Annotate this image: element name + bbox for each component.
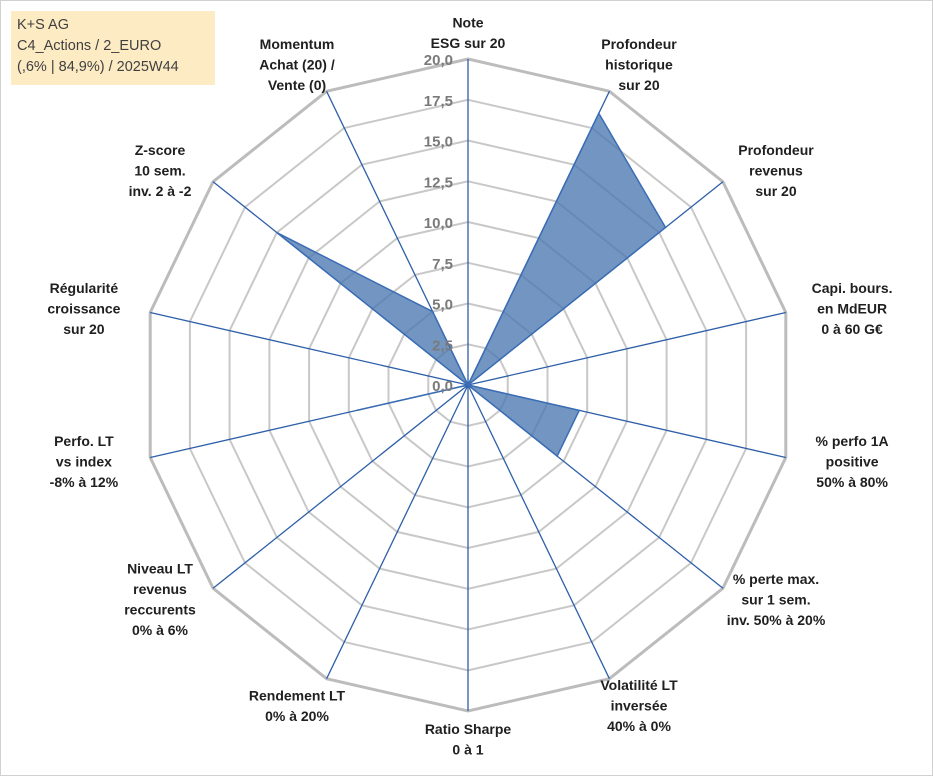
axis-label-line: Ratio Sharpe — [425, 721, 512, 737]
series-area — [277, 113, 666, 456]
tick-label: 10,0 — [424, 215, 453, 232]
axis-label-line: 0 à 60 G€ — [821, 321, 883, 337]
axis-label-line: Perfo. LT — [54, 433, 114, 449]
axis-label: % perfo 1A positive 50% à 80% — [816, 433, 889, 490]
tick-label: 0,0 — [432, 378, 453, 395]
axis-label: % perte max. sur 1 sem. inv. 50% à 20% — [727, 571, 826, 628]
axis-label-line: 0% à 6% — [132, 622, 189, 638]
axis-label-line: 10 sem. — [134, 163, 185, 179]
tick-label: 17,5 — [424, 93, 453, 110]
axis-label-line: positive — [826, 454, 879, 470]
axis-label: Note ESG sur 20 — [431, 15, 506, 52]
axis-label-line: sur 1 sem. — [741, 592, 810, 608]
info-company: K+S AG — [17, 15, 209, 36]
tick-label: 15,0 — [424, 134, 453, 151]
axis-label-line: -8% à 12% — [50, 474, 119, 490]
axis-label-line: Volatilité LT — [600, 677, 678, 693]
axis-label-line: reccurents — [124, 602, 196, 618]
axis-label-line: Niveau LT — [127, 561, 193, 577]
axis-spoke — [327, 385, 468, 679]
axis-label-line: 0% à 20% — [265, 708, 329, 724]
axis-label: Volatilité LT inversée 40% à 0% — [600, 677, 678, 734]
axis-label-line: 40% à 0% — [607, 718, 671, 734]
tick-label: 7,5 — [432, 256, 453, 273]
axis-label: Niveau LT revenus reccurents 0% à 6% — [124, 561, 196, 639]
axis-label-line: Régularité — [50, 280, 119, 296]
axis-label-line: vs index — [56, 454, 112, 470]
info-category: C4_Actions / 2_EURO — [17, 36, 209, 57]
tick-label: 2,5 — [432, 337, 453, 354]
axis-label-line: sur 20 — [755, 183, 796, 199]
axis-label-line: Note — [452, 15, 483, 31]
axis-label-line: 50% à 80% — [816, 474, 888, 490]
radar-series — [277, 113, 666, 456]
axis-label-line: Rendement LT — [249, 688, 346, 704]
axis-label-line: historique — [605, 56, 673, 72]
tick-label: 5,0 — [432, 297, 453, 314]
axis-label: Profondeur revenus sur 20 — [738, 142, 814, 199]
info-period: (,6% | 84,9%) / 2025W44 — [17, 57, 209, 78]
axis-label-line: Momentum — [260, 36, 335, 52]
axis-label: Ratio Sharpe 0 à 1 — [425, 721, 512, 758]
tick-label: 12,5 — [424, 174, 453, 191]
axis-label-line: Profondeur — [738, 142, 814, 158]
axis-label-line: 0 à 1 — [452, 742, 483, 758]
axis-label: Perfo. LT vs index -8% à 12% — [50, 433, 119, 490]
axis-label-line: sur 20 — [618, 77, 659, 93]
axis-label: Profondeur historique sur 20 — [601, 36, 677, 93]
axis-label-line: inversée — [611, 698, 668, 714]
axis-label-line: inv. 50% à 20% — [727, 612, 826, 628]
axis-label-line: revenus — [749, 163, 803, 179]
axis-label-line: revenus — [133, 581, 187, 597]
axis-label-line: croissance — [47, 301, 120, 317]
axis-label-line: ESG sur 20 — [431, 35, 506, 51]
axis-label-line: Achat (20) / — [259, 56, 335, 72]
axis-label-line: sur 20 — [63, 321, 104, 337]
axis-label-line: Profondeur — [601, 36, 677, 52]
axis-label-line: Capi. bours. — [812, 280, 893, 296]
axis-label: Rendement LT 0% à 20% — [249, 688, 346, 725]
axis-label: Momentum Achat (20) / Vente (0) — [259, 36, 335, 93]
axis-label-line: Z-score — [135, 142, 186, 158]
axis-label-line: % perfo 1A — [816, 433, 889, 449]
axis-label: Régularité croissance sur 20 — [47, 280, 120, 337]
axis-label-line: inv. 2 à -2 — [129, 183, 192, 199]
info-box: K+S AG C4_Actions / 2_EURO (,6% | 84,9%)… — [11, 11, 215, 85]
axis-label: Z-score 10 sem. inv. 2 à -2 — [129, 142, 192, 199]
axis-label-line: Vente (0) — [268, 77, 326, 93]
axis-label-line: en MdEUR — [817, 301, 887, 317]
axis-label-line: % perte max. — [733, 571, 819, 587]
axis-label: Capi. bours. en MdEUR 0 à 60 G€ — [812, 280, 893, 337]
tick-label: 20,0 — [424, 52, 453, 69]
